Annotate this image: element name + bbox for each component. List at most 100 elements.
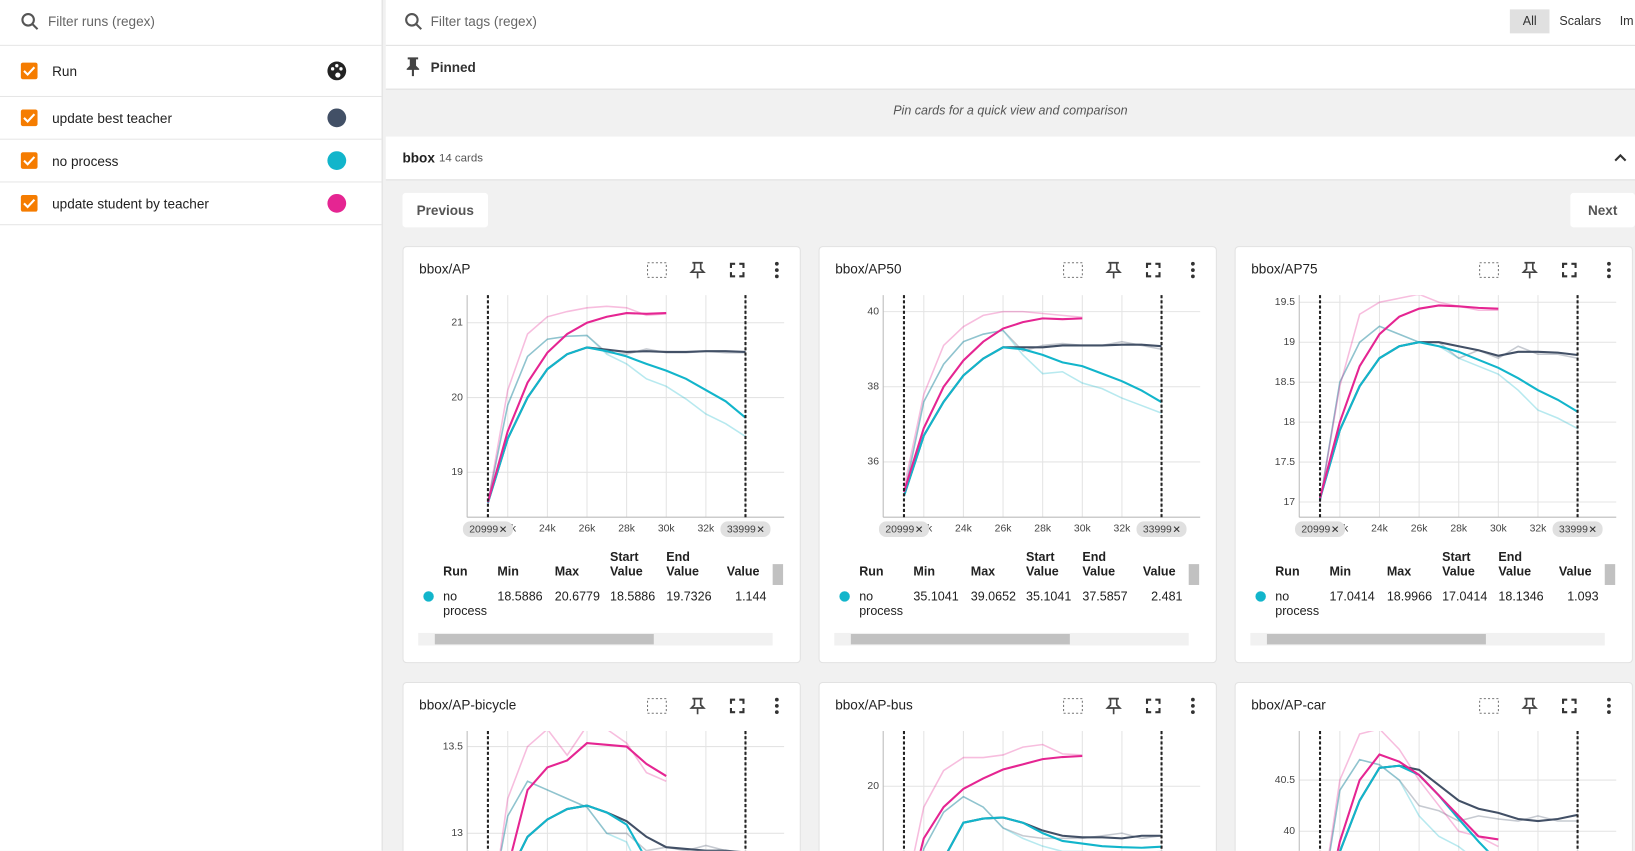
full-icon[interactable]	[729, 262, 745, 278]
fit-icon[interactable]	[1479, 262, 1499, 278]
run-color[interactable]	[326, 150, 347, 171]
raw-line	[487, 334, 746, 503]
fit-icon[interactable]	[647, 262, 667, 278]
run-color[interactable]	[326, 107, 347, 128]
icon-shape	[1562, 262, 1577, 278]
scrollbars	[418, 564, 784, 646]
smoothed-line	[1319, 341, 1579, 500]
full-icon[interactable]	[1562, 262, 1577, 278]
pin-icon[interactable]	[689, 261, 706, 279]
chip-close[interactable]	[1173, 526, 1180, 533]
h-scroll-thumb	[1266, 633, 1486, 645]
chip-close[interactable]	[500, 526, 507, 533]
raw-line	[1329, 758, 1578, 851]
fit-icon[interactable]	[1063, 698, 1083, 714]
run-dot	[423, 591, 434, 602]
checkbox[interactable]	[20, 62, 38, 80]
full-icon[interactable]	[1562, 698, 1577, 714]
chart: bbox/AP19202122k24k26k28k30k32k34k209993…	[419, 261, 785, 538]
full-icon[interactable]	[1145, 698, 1161, 714]
icon-shape	[1521, 261, 1538, 279]
smoothed-line	[486, 346, 746, 503]
card-title: bbox/AP-car	[1251, 698, 1326, 713]
icon-shape	[1063, 262, 1083, 278]
fit-icon[interactable]	[647, 698, 667, 714]
raw-line	[1329, 758, 1466, 851]
table-cell: 18.1346	[1498, 589, 1544, 604]
fit-icon[interactable]	[1479, 698, 1499, 714]
more-icon[interactable]	[1607, 261, 1611, 279]
range-chip-label: 33999	[1559, 524, 1588, 535]
full-icon[interactable]	[729, 698, 745, 714]
table-header: Run	[1275, 564, 1300, 579]
previous-button[interactable]: Previous	[402, 192, 488, 228]
x-tick-label: 26k	[1411, 523, 1429, 534]
chip-close[interactable]	[757, 526, 764, 533]
pinned-title: Pinned	[430, 59, 476, 76]
table-cell: 19.7326	[666, 589, 712, 604]
table-cell: 35.1041	[1026, 589, 1072, 604]
group-count: 14 cards	[438, 152, 483, 165]
next-button[interactable]: Next	[1570, 192, 1635, 228]
icon-shape	[1105, 261, 1122, 279]
smoothed-line	[946, 816, 1162, 851]
more-icon[interactable]	[774, 261, 779, 279]
chart: bbox/AP-bicycle1313.522k24k26k28k30k32k3…	[419, 697, 785, 851]
group-header[interactable]: bbox 14 cards	[385, 136, 1635, 181]
pin-icon[interactable]	[689, 697, 706, 715]
more-icon[interactable]	[1607, 697, 1611, 715]
table-cell: 39.0652	[970, 589, 1017, 604]
tab[interactable]: Im	[1619, 13, 1634, 29]
pin-icon[interactable]	[1521, 697, 1538, 715]
x-tick-label: 32k	[1114, 523, 1132, 534]
icon-shape	[1191, 697, 1195, 702]
pin-icon	[406, 57, 420, 77]
x-tick-label: 26k	[579, 523, 597, 534]
fit-icon[interactable]	[1063, 262, 1083, 278]
pin-icon[interactable]	[1521, 261, 1538, 279]
x-tick-label: 28k	[1450, 523, 1468, 534]
more-icon[interactable]	[1191, 261, 1195, 279]
collapse-icon[interactable]	[1612, 149, 1629, 166]
table-cell: 35.1041	[913, 589, 959, 604]
icon-shape	[647, 262, 667, 278]
range-chip	[720, 521, 771, 538]
chip-close[interactable]	[916, 526, 923, 533]
run-name: update best teacher	[52, 110, 172, 127]
more-icon[interactable]	[774, 697, 779, 715]
run-name: no process	[52, 153, 119, 169]
range-chip	[1552, 521, 1603, 538]
chart: bbox/AP5036384022k24k26k28k30k32k34k2099…	[835, 261, 1201, 538]
tab[interactable]: Scalars	[1559, 13, 1602, 29]
full-icon[interactable]	[1145, 262, 1161, 278]
scalar-card: bbox/AP-car4040.522k24k26k28k30k32k34k20…	[1234, 681, 1633, 851]
more-icon[interactable]	[1191, 697, 1195, 715]
checkbox[interactable]	[20, 152, 38, 169]
chart: bbox/AP-car4040.522k24k26k28k30k32k34k20…	[1251, 697, 1617, 851]
checkbox[interactable]	[20, 194, 38, 212]
chip-close[interactable]	[1332, 526, 1339, 533]
runs-filter[interactable]: Filter runs (regex)	[0, 0, 382, 46]
scalar-card: bbox/AP19202122k24k26k28k30k32k34k209993…	[402, 246, 801, 664]
table-cell: 37.5857	[1082, 589, 1128, 604]
x-tick-label: 30k	[1074, 523, 1092, 534]
range-chip	[1294, 521, 1346, 538]
range-chip-label: 33999	[1143, 524, 1172, 535]
pin-icon[interactable]	[1105, 697, 1122, 715]
y-tick-label: 21	[451, 318, 463, 329]
tags-filter-placeholder[interactable]: Filter tags (regex)	[430, 13, 537, 30]
checkbox[interactable]	[20, 109, 38, 127]
table-header: Value	[1142, 564, 1176, 579]
icon-shape	[1607, 261, 1611, 266]
pin-icon[interactable]	[1105, 261, 1122, 279]
scalar-card: bbox/AP5036384022k24k26k28k30k32k34k2099…	[818, 246, 1217, 664]
palette-icon[interactable]	[326, 60, 347, 81]
tab[interactable]: All	[1509, 9, 1550, 34]
scrollbars	[834, 564, 1200, 646]
run-color[interactable]	[326, 193, 347, 214]
x-tick-label: 30k	[658, 523, 676, 534]
chip-close[interactable]	[1589, 526, 1596, 533]
y-tick-label: 19	[451, 467, 463, 478]
icon-shape	[774, 268, 779, 272]
